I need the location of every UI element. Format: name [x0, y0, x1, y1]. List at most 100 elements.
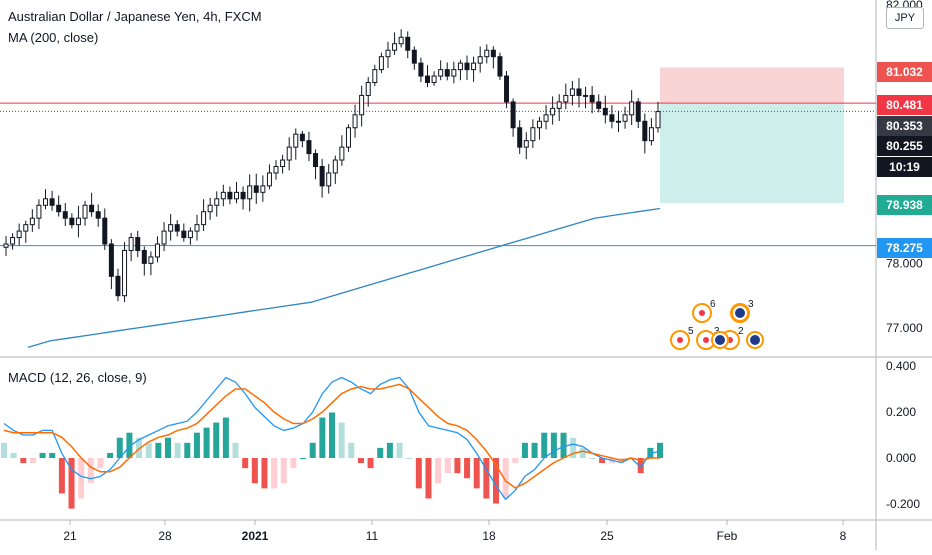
candle-body [556, 101, 562, 109]
candle-body [36, 204, 42, 219]
macd-histogram-bar [329, 412, 335, 458]
flag-icon [735, 308, 745, 318]
macd-histogram-bar [184, 442, 191, 458]
macd-histogram-bar [541, 432, 548, 458]
candle-body [102, 217, 108, 245]
candle-body [497, 56, 503, 77]
candle-body [280, 159, 286, 167]
macd-histogram-bar [280, 458, 287, 484]
candle-body [82, 204, 88, 219]
macd-histogram-bar [637, 458, 644, 474]
candle-body [418, 62, 424, 77]
candle-body [23, 224, 29, 232]
countdown-tag: 10:19 [877, 157, 932, 177]
candle-body [89, 204, 95, 213]
macd-histogram-bar [290, 458, 297, 469]
candle-body [266, 172, 272, 187]
candle-body [477, 56, 483, 64]
macd-histogram-bar [454, 458, 461, 474]
candle-body [247, 185, 253, 200]
candle-body [438, 69, 444, 77]
macd-histogram-bar [570, 437, 577, 458]
macd-histogram-bar [39, 452, 46, 458]
macd-histogram-bar [203, 427, 210, 458]
candle-body [69, 217, 75, 226]
candle-body [622, 114, 628, 122]
candle-body [359, 94, 365, 116]
candle-body [523, 140, 529, 148]
ma-indicator-label[interactable]: MA (200, close) [8, 30, 99, 45]
ma200-line [27, 207, 661, 349]
macd-histogram-bar [222, 417, 229, 458]
macd-axis-tick: 0.200 [886, 405, 916, 419]
candle-body [168, 224, 174, 232]
time-axis-label: 21 [63, 529, 77, 543]
candle-body [187, 230, 193, 239]
event-count-label: 6 [710, 299, 716, 310]
macd-histogram-bar [493, 458, 499, 504]
event-marker-dot [677, 337, 683, 343]
macd-axis-tick: 0.400 [886, 359, 916, 373]
candle-body [3, 243, 9, 248]
macd-histogram-bar [97, 458, 104, 469]
candle-body [108, 243, 114, 277]
macd-histogram-bar [560, 432, 567, 458]
macd-histogram-bar [435, 458, 442, 484]
candle-body [345, 127, 351, 148]
candle-body [504, 75, 510, 103]
macd-histogram-bar [174, 442, 181, 458]
macd-histogram-bar [107, 452, 114, 458]
candle-body [576, 88, 582, 96]
candle-body [589, 94, 595, 103]
candle-body [240, 191, 246, 200]
candle-body [550, 107, 556, 116]
candle-body [227, 191, 233, 200]
macd-histogram-bar [444, 458, 451, 474]
currency-button[interactable]: JPY [886, 7, 924, 29]
stop-loss-zone[interactable] [660, 67, 844, 104]
candle-body [457, 62, 463, 71]
macd-histogram-bar [242, 458, 249, 469]
macd-indicator-label[interactable]: MACD (12, 26, close, 9) [8, 370, 147, 385]
macd-histogram-bar [20, 458, 27, 464]
candle-body [536, 120, 542, 129]
candle-body [154, 243, 160, 258]
take-profit-zone[interactable] [660, 103, 844, 203]
candle-body [260, 185, 266, 193]
candle-body [234, 191, 240, 200]
macd-histogram-bar [193, 432, 200, 458]
candle-body [655, 111, 661, 129]
candle-body [378, 56, 384, 71]
candle-body [135, 237, 141, 251]
entry-price-tag: 80.481 [877, 95, 932, 115]
macd-histogram-bar [309, 442, 316, 458]
macd-histogram-bar [251, 458, 258, 484]
candle-body [471, 62, 477, 71]
macd-axis-tick: -0.200 [886, 497, 920, 511]
macd-histogram-bar [512, 458, 519, 464]
candle-body [510, 101, 516, 129]
event-count-label: 3 [748, 299, 754, 310]
candle-body [56, 204, 62, 213]
signal-line [3, 383, 660, 489]
candle-body [596, 101, 602, 109]
event-count-label: 2 [738, 326, 744, 337]
candle-body [10, 237, 16, 245]
candle-body [16, 230, 22, 239]
candle-body [141, 249, 147, 264]
event-marker-dot [699, 310, 705, 316]
time-axis-label: 18 [482, 529, 496, 543]
candle-body [431, 75, 437, 84]
candle-body [451, 69, 457, 77]
macd-histogram-bar [78, 458, 85, 499]
symbol-title: Australian Dollar / Japanese Yen, 4h, FX… [8, 9, 262, 24]
candle-body [372, 69, 378, 84]
candle-body [444, 69, 450, 77]
candle-body [319, 166, 325, 187]
candle-body [332, 159, 338, 174]
candle-body [43, 198, 49, 206]
macd-histogram-bar [473, 458, 480, 489]
macd-histogram-bar [367, 458, 374, 469]
